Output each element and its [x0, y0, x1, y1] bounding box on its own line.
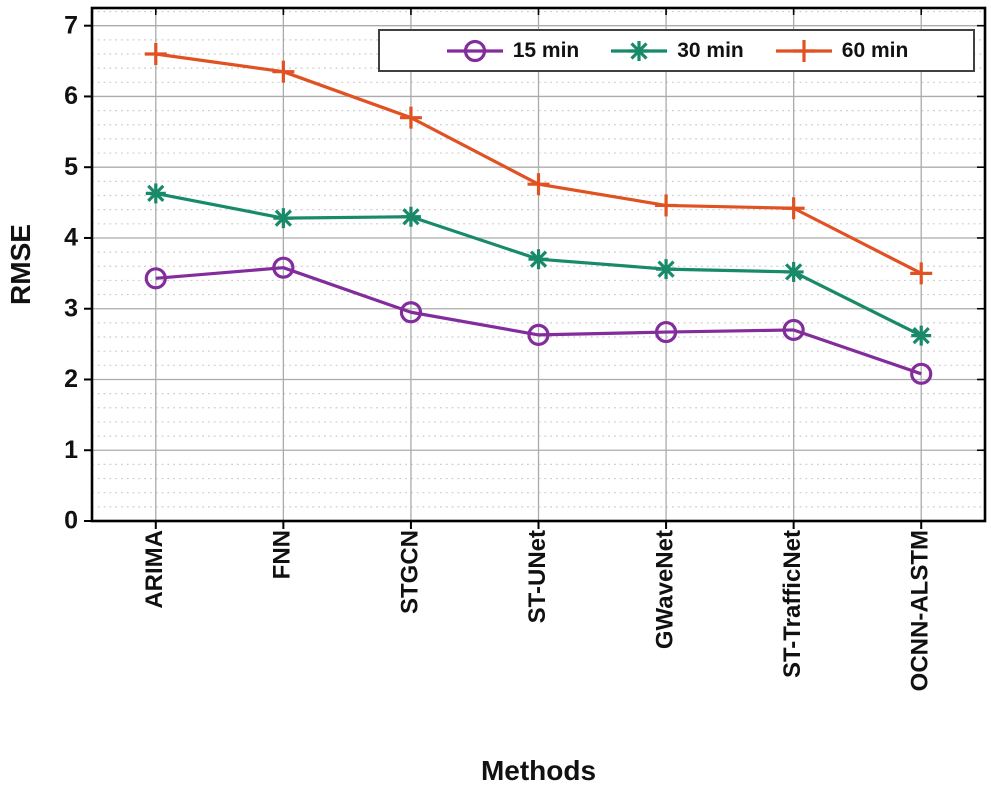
x-tick-label: FNN	[269, 530, 296, 579]
y-tick-labels: 0 1 2 3 4 5 6 7	[64, 11, 78, 534]
y-tick-label: 1	[64, 436, 78, 464]
axis-titles: RMSE Methods	[5, 224, 596, 786]
x-axis-title: Methods	[481, 755, 596, 786]
x-tick-label: GWaveNet	[651, 530, 678, 649]
major-gridlines	[92, 8, 985, 521]
legend-marker-circle-icon	[446, 39, 503, 62]
legend-item-15-min: 15 min	[445, 37, 580, 65]
chart-legend: 15 min 30 min 60 min	[378, 29, 975, 72]
y-tick-label: 4	[64, 224, 78, 252]
y-axis-title: RMSE	[5, 224, 36, 305]
x-tick-label: ST-TrafficNet	[779, 530, 806, 678]
series-30-min	[145, 183, 932, 346]
y-tick-label: 0	[64, 507, 78, 535]
series-60-min	[144, 42, 933, 285]
y-tick-label: 7	[64, 11, 78, 39]
y-tick-label: 5	[64, 153, 78, 181]
series-15-min	[144, 256, 933, 385]
legend-marker-asterisk-icon	[611, 40, 668, 61]
x-tick-label: STGCN	[396, 530, 423, 614]
legend-label: 30 min	[677, 38, 744, 62]
x-tick-labels: ARIMA FNN STGCN ST-UNet GWaveNet ST-TrafficNe…	[141, 530, 933, 691]
x-tick-label: ARIMA	[141, 530, 168, 609]
x-tick-label: ST-UNet	[524, 530, 551, 623]
y-tick-label: 6	[64, 82, 78, 110]
legend-item-60-min: 60 min	[774, 37, 909, 65]
legend-marker-plus-icon	[775, 39, 832, 62]
legend-item-30-min: 30 min	[609, 37, 744, 65]
y-tick-label: 3	[64, 294, 78, 322]
y-tick-label: 2	[64, 365, 78, 393]
legend-label: 60 min	[841, 38, 909, 62]
x-tick-label: OCNN-ALSTM	[907, 530, 934, 691]
tick-marks	[84, 8, 985, 529]
legend-label: 15 min	[512, 38, 580, 62]
